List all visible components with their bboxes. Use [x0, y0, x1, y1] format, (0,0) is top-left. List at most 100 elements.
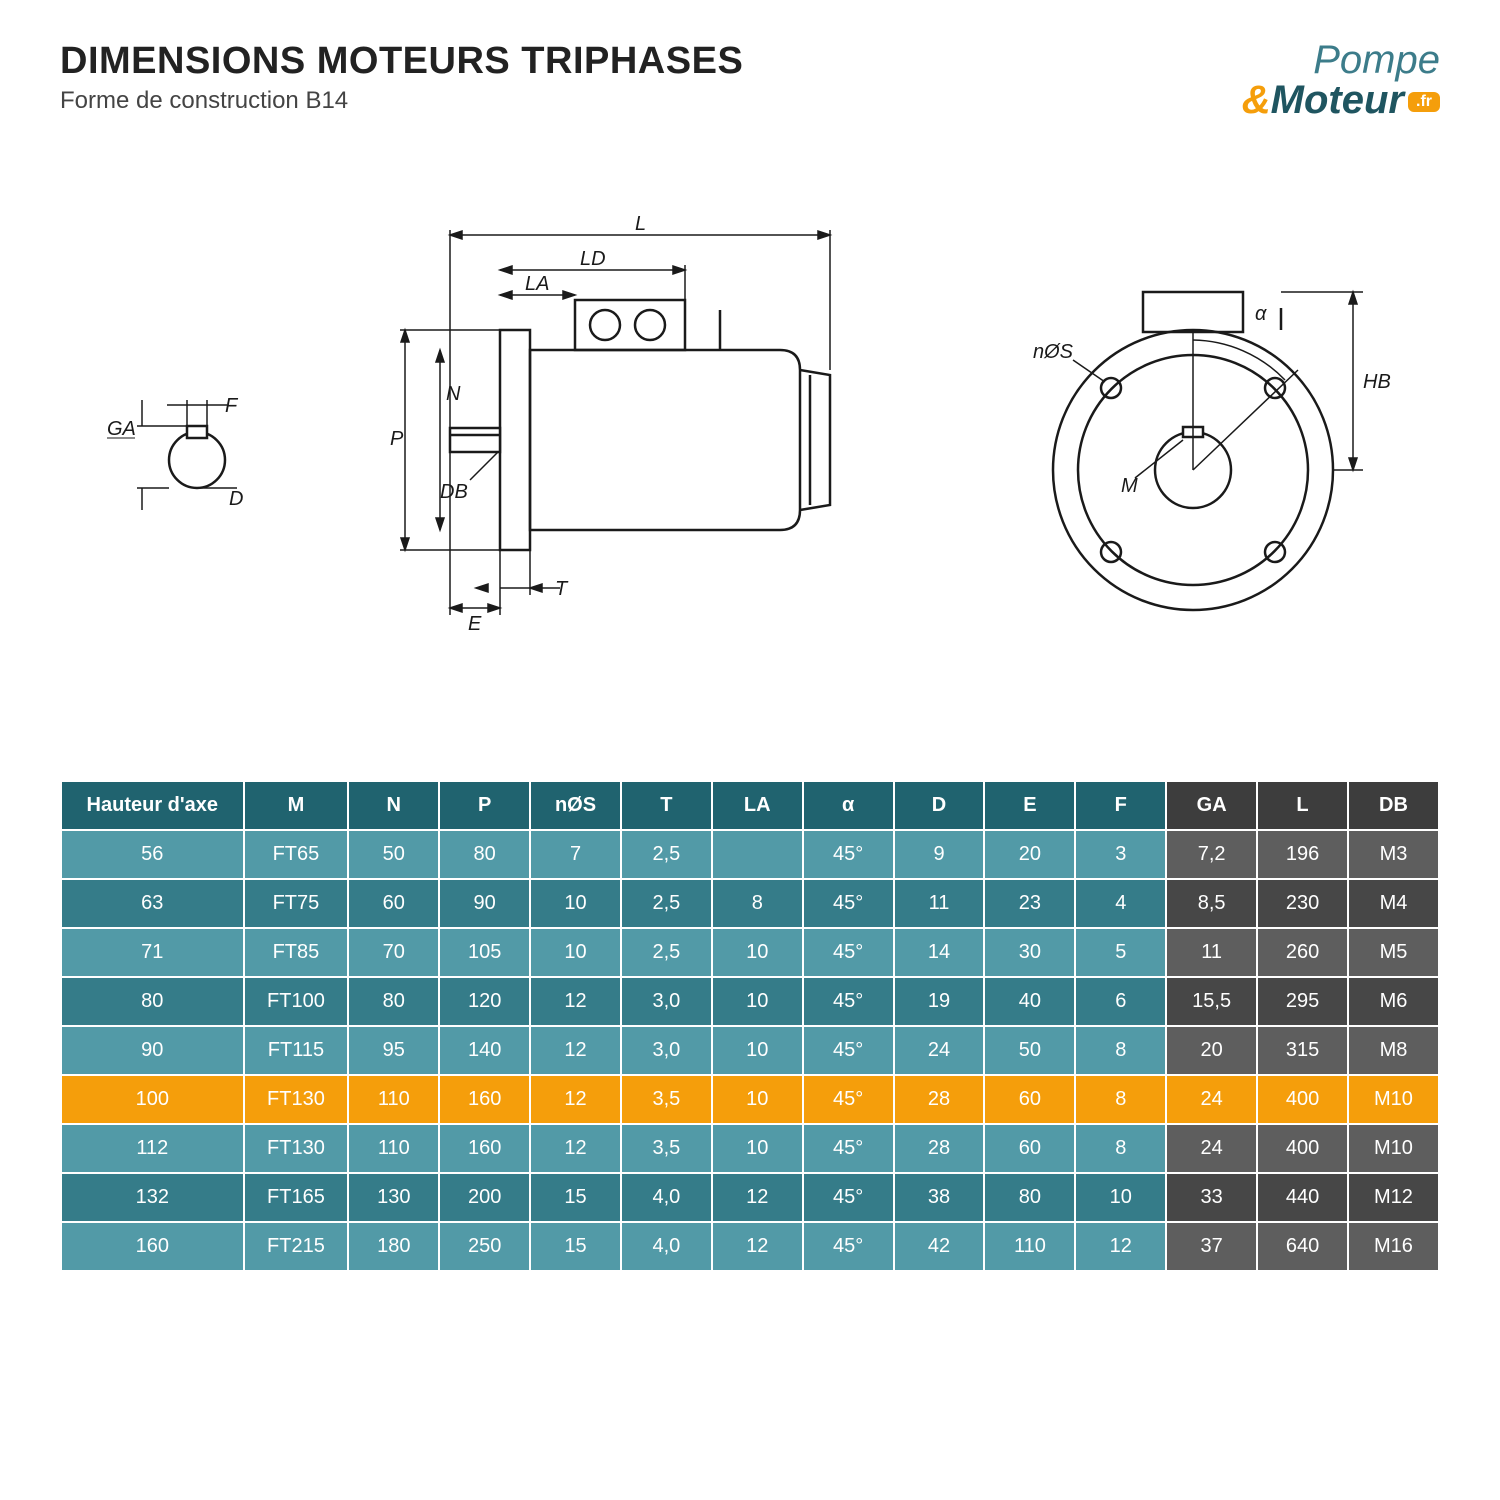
- cell-N: 180: [349, 1223, 438, 1270]
- col-header-GA: GA: [1167, 782, 1256, 829]
- cell-haut: 63: [62, 880, 243, 927]
- cell-GA: 7,2: [1167, 831, 1256, 878]
- cell-haut: 160: [62, 1223, 243, 1270]
- cell-P: 105: [440, 929, 529, 976]
- table-row: 112FT130110160123,51045°2860824400M10: [62, 1125, 1438, 1172]
- cell-LA: [713, 831, 802, 878]
- cell-DB: M8: [1349, 1027, 1438, 1074]
- cell-P: 160: [440, 1125, 529, 1172]
- table-header-row: Hauteur d'axeMNPnØSTLAαDEFGALDB: [62, 782, 1438, 829]
- side-view-diagram: L LD LA P N DB E T: [350, 200, 950, 680]
- cell-alpha: 45°: [804, 1223, 893, 1270]
- table-row: 71FT8570105102,51045°1430511260M5: [62, 929, 1438, 976]
- cell-DB: M5: [1349, 929, 1438, 976]
- table-head: Hauteur d'axeMNPnØSTLAαDEFGALDB: [62, 782, 1438, 829]
- cell-F: 4: [1076, 880, 1165, 927]
- label-GA: GA: [107, 418, 136, 440]
- cell-haut: 71: [62, 929, 243, 976]
- cell-D: 24: [895, 1027, 984, 1074]
- cell-haut: 100: [62, 1076, 243, 1123]
- label-E: E: [468, 613, 482, 635]
- cell-M: FT100: [245, 978, 348, 1025]
- cell-L: 260: [1258, 929, 1347, 976]
- col-header-LA: LA: [713, 782, 802, 829]
- label-alpha: α: [1255, 303, 1267, 325]
- col-header-T: T: [622, 782, 711, 829]
- page-subtitle: Forme de construction B14: [60, 87, 743, 115]
- cell-E: 80: [985, 1174, 1074, 1221]
- cell-LA: 10: [713, 1027, 802, 1074]
- cell-GA: 11: [1167, 929, 1256, 976]
- cell-E: 30: [985, 929, 1074, 976]
- label-nS: nØS: [1033, 341, 1074, 363]
- cell-P: 140: [440, 1027, 529, 1074]
- cell-haut: 112: [62, 1125, 243, 1172]
- cell-M: FT130: [245, 1076, 348, 1123]
- cell-alpha: 45°: [804, 880, 893, 927]
- cell-D: 42: [895, 1223, 984, 1270]
- table-row: 90FT11595140123,01045°2450820315M8: [62, 1027, 1438, 1074]
- cell-LA: 10: [713, 929, 802, 976]
- cell-nS: 12: [531, 1027, 620, 1074]
- col-header-M: M: [245, 782, 348, 829]
- label-HB: HB: [1363, 371, 1391, 393]
- col-header-nS: nØS: [531, 782, 620, 829]
- cell-T: 2,5: [622, 831, 711, 878]
- cell-F: 3: [1076, 831, 1165, 878]
- cell-T: 3,0: [622, 978, 711, 1025]
- col-header-F: F: [1076, 782, 1165, 829]
- cell-L: 400: [1258, 1125, 1347, 1172]
- cell-N: 50: [349, 831, 438, 878]
- col-header-DB: DB: [1349, 782, 1438, 829]
- cell-L: 400: [1258, 1076, 1347, 1123]
- label-N: N: [446, 383, 461, 405]
- cell-D: 28: [895, 1076, 984, 1123]
- cell-LA: 10: [713, 1076, 802, 1123]
- cell-M: FT65: [245, 831, 348, 878]
- title-block: DIMENSIONS MOTEURS TRIPHASES Forme de co…: [60, 40, 743, 115]
- cell-L: 295: [1258, 978, 1347, 1025]
- cell-F: 8: [1076, 1027, 1165, 1074]
- brand-logo: Pompe &Moteur.fr: [1242, 40, 1440, 120]
- cell-E: 60: [985, 1125, 1074, 1172]
- cell-T: 4,0: [622, 1174, 711, 1221]
- table-row: 63FT756090102,5845°112348,5230M4: [62, 880, 1438, 927]
- page-title: DIMENSIONS MOTEURS TRIPHASES: [60, 40, 743, 83]
- cell-LA: 8: [713, 880, 802, 927]
- cell-P: 90: [440, 880, 529, 927]
- logo-badge: .fr: [1408, 92, 1440, 112]
- cell-GA: 24: [1167, 1076, 1256, 1123]
- cell-GA: 15,5: [1167, 978, 1256, 1025]
- dimensions-table: Hauteur d'axeMNPnØSTLAαDEFGALDB 56FT6550…: [60, 780, 1440, 1272]
- cell-alpha: 45°: [804, 1174, 893, 1221]
- cell-LA: 10: [713, 1125, 802, 1172]
- cell-DB: M4: [1349, 880, 1438, 927]
- cell-nS: 12: [531, 1125, 620, 1172]
- cell-nS: 15: [531, 1174, 620, 1221]
- cell-LA: 12: [713, 1174, 802, 1221]
- cell-T: 3,0: [622, 1027, 711, 1074]
- cell-L: 230: [1258, 880, 1347, 927]
- cell-haut: 56: [62, 831, 243, 878]
- cell-haut: 90: [62, 1027, 243, 1074]
- cell-N: 60: [349, 880, 438, 927]
- cell-DB: M12: [1349, 1174, 1438, 1221]
- cell-E: 20: [985, 831, 1074, 878]
- cell-T: 3,5: [622, 1125, 711, 1172]
- cell-E: 23: [985, 880, 1074, 927]
- cell-nS: 10: [531, 880, 620, 927]
- cell-M: FT75: [245, 880, 348, 927]
- cell-D: 11: [895, 880, 984, 927]
- cell-N: 95: [349, 1027, 438, 1074]
- cell-F: 8: [1076, 1076, 1165, 1123]
- cell-alpha: 45°: [804, 978, 893, 1025]
- cell-F: 6: [1076, 978, 1165, 1025]
- cell-D: 19: [895, 978, 984, 1025]
- cell-nS: 12: [531, 1076, 620, 1123]
- label-P: P: [390, 428, 404, 450]
- label-F: F: [225, 395, 239, 417]
- cell-DB: M10: [1349, 1076, 1438, 1123]
- cell-nS: 7: [531, 831, 620, 878]
- cell-alpha: 45°: [804, 1076, 893, 1123]
- cell-P: 250: [440, 1223, 529, 1270]
